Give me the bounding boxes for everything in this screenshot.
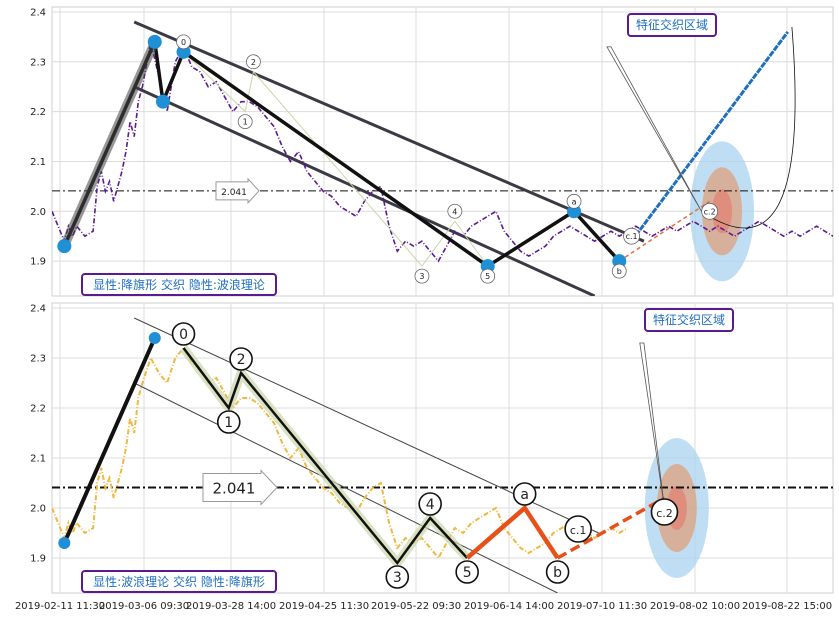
target-projection-line xyxy=(630,31,789,243)
feature-zone-title: 特征交织区域 xyxy=(653,312,725,327)
price-series-line xyxy=(52,346,629,560)
wave-point-label: 4 xyxy=(426,497,435,513)
x-tick-label: 2019-08-22 15:00 xyxy=(742,601,832,612)
x-tick-label: 2019-07-10 11:30 xyxy=(557,601,647,612)
price-series-line xyxy=(52,41,833,263)
wave-point-marker xyxy=(545,560,570,584)
channel-lower-line xyxy=(133,85,596,296)
channel-lower-line xyxy=(133,382,558,593)
pattern-point xyxy=(57,239,72,254)
y-tick-label: 2.1 xyxy=(30,454,46,465)
wave-point-label: c.2 xyxy=(656,507,673,520)
wave-point-label: b xyxy=(553,565,562,581)
pattern-point xyxy=(155,94,170,109)
wave-point-label: 0 xyxy=(181,38,186,47)
wave-point-marker xyxy=(701,202,719,220)
y-tick-label: 2.3 xyxy=(30,354,46,365)
pattern-point xyxy=(148,332,161,344)
channel-upper-line xyxy=(133,20,645,243)
pattern-note: 显性:波浪理论 交织 隐性:降旗形 xyxy=(93,574,265,589)
x-tick-label: 2019-08-02 10:00 xyxy=(650,601,740,612)
wave-point-label: c.1 xyxy=(570,524,587,537)
sweep-needle xyxy=(606,46,702,212)
wave-point-marker xyxy=(611,263,627,279)
bottom-panel: 1.9 2.0 2.1 2.2 2.3 2.4 0 1 2 3 4 5 a b c.1 c.2 2.041 特征交… xyxy=(30,302,834,594)
x-tick-label: 2019-04-25 11:30 xyxy=(279,601,369,612)
wave-point-label: c.2 xyxy=(704,207,716,216)
x-tick-label: 2019-02-11 11:30 xyxy=(15,601,105,612)
wave-point-label: 4 xyxy=(452,207,457,216)
reference-value-label: 2.041 xyxy=(221,188,247,198)
wave-point-marker xyxy=(237,114,253,130)
flagpole-line xyxy=(60,40,159,248)
wave-point-label: b xyxy=(617,267,622,276)
y-tick-label: 2.2 xyxy=(30,107,46,118)
wave-thin-line xyxy=(183,51,489,267)
y-tick-label: 2.4 xyxy=(30,304,46,315)
reference-value-label: 2.041 xyxy=(213,480,256,498)
wave-point-label: c.1 xyxy=(626,232,638,241)
feature-zone-title-box xyxy=(644,308,734,332)
wave-point-marker xyxy=(229,347,253,371)
wave-point-marker xyxy=(246,54,261,70)
wave-point-marker xyxy=(447,203,463,219)
wave-point-marker xyxy=(171,322,196,346)
wave-point-label: 3 xyxy=(393,570,402,586)
wave-point-marker xyxy=(455,560,479,584)
wave-point-marker xyxy=(566,193,582,209)
wave-point-marker xyxy=(176,34,191,50)
x-tick-label: 2019-03-06 09:30 xyxy=(99,601,189,612)
pattern-note-box xyxy=(81,273,277,296)
y-tick-label: 1.9 xyxy=(30,257,46,268)
wave-point-marker xyxy=(623,227,640,245)
wave-point-marker xyxy=(512,482,537,506)
wave-point-label: 0 xyxy=(179,327,188,343)
wave-point-marker xyxy=(414,268,430,284)
y-tick-label: 2.4 xyxy=(30,7,46,18)
pattern-point xyxy=(147,34,162,49)
wave-point-label: 1 xyxy=(243,118,248,127)
wave-point-marker xyxy=(480,268,496,284)
y-tick-label: 2.0 xyxy=(30,504,46,515)
zone-inner-ellipse xyxy=(712,189,733,234)
wave-point-label: 1 xyxy=(224,415,233,431)
wave-point-label: 5 xyxy=(463,565,472,581)
wave-point-label: 2 xyxy=(237,352,246,368)
feature-zone-title: 特征交织区域 xyxy=(636,17,708,32)
y-tick-label: 1.9 xyxy=(30,554,46,565)
pattern-line xyxy=(62,337,157,544)
reference-value-arrow xyxy=(215,177,260,205)
sweep-needle xyxy=(639,342,665,509)
wave-point-marker xyxy=(385,565,410,589)
wave-point-label: 5 xyxy=(485,272,490,281)
wave-point-label: a xyxy=(520,487,529,503)
reference-value-arrow xyxy=(202,469,278,506)
wave-point-marker xyxy=(564,515,592,543)
x-tick-label: 2019-06-14 14:00 xyxy=(464,601,554,612)
x-tick-label: 2019-03-28 14:00 xyxy=(186,601,276,612)
wave-point-marker xyxy=(418,492,442,516)
pattern-note-box xyxy=(81,570,277,593)
wave-point-label: 2 xyxy=(251,58,256,67)
y-tick-label: 2.0 xyxy=(30,207,46,218)
top-panel: 1.9 2.0 2.1 2.2 2.3 2.4 0 1 2 3 4 5 a b c.1 c.2 2.041 特征交… xyxy=(30,6,834,297)
wave-point-label: 3 xyxy=(419,272,424,281)
x-tick-label: 2019-05-22 09:30 xyxy=(371,601,461,612)
wave-point-label: a xyxy=(572,197,577,206)
plot-body xyxy=(52,20,833,296)
y-tick-label: 2.1 xyxy=(30,157,46,168)
pattern-note: 显性:降旗形 交织 隐性:波浪理论 xyxy=(93,277,265,292)
wave-point-marker xyxy=(216,410,241,434)
wave-point-marker xyxy=(650,498,679,526)
impulse-wave-line xyxy=(182,347,469,566)
y-tick-label: 2.2 xyxy=(30,404,46,415)
y-tick-label: 2.3 xyxy=(30,57,46,68)
sweep-arc xyxy=(701,26,796,229)
correction-wave-line xyxy=(465,504,560,560)
pattern-point xyxy=(58,537,71,549)
projection-wave-line xyxy=(556,496,666,560)
feature-zone-title-box xyxy=(627,13,717,37)
